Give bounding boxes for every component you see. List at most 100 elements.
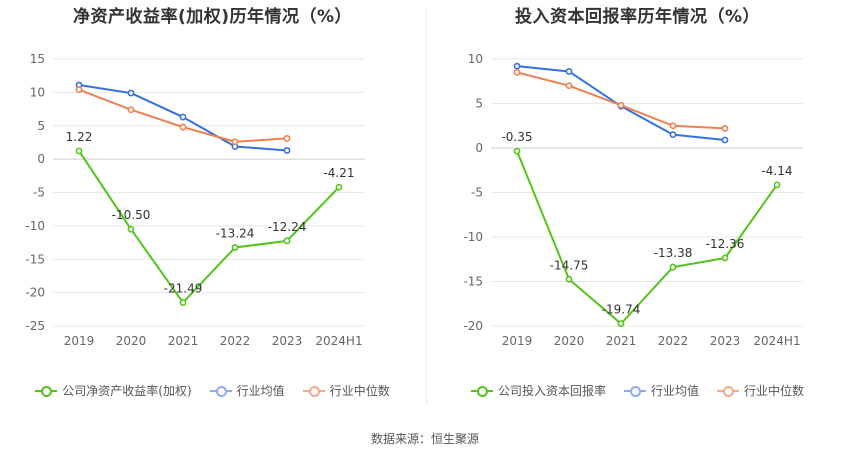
legend-item-industry-avg[interactable]: 行业均值 <box>209 382 285 399</box>
y-tick-label: 5 <box>475 97 483 111</box>
x-tick-label: 2019 <box>64 334 95 348</box>
data-point <box>179 123 187 131</box>
data-label: -12.24 <box>268 220 307 234</box>
legend-item-industry-median[interactable]: 行业中位数 <box>717 382 804 399</box>
legend-line-icon <box>623 385 646 397</box>
data-point <box>721 254 729 262</box>
data-point <box>127 106 135 114</box>
data-point <box>669 263 677 271</box>
legend-line-icon <box>35 385 58 397</box>
y-tick-label: -5 <box>471 186 483 200</box>
data-point <box>721 125 729 132</box>
legend-label: 行业均值 <box>236 384 285 398</box>
data-point <box>335 183 343 191</box>
data-label: -13.38 <box>654 246 693 260</box>
data-point <box>513 147 521 155</box>
x-tick-label: 2020 <box>116 334 147 348</box>
data-label: -13.24 <box>216 227 255 241</box>
data-point <box>513 68 521 76</box>
x-tick-label: 2019 <box>502 334 533 348</box>
data-point <box>283 135 291 142</box>
data-point <box>75 147 83 155</box>
x-tick-label: 2023 <box>710 334 741 348</box>
series-line <box>78 150 340 304</box>
data-point <box>565 68 573 75</box>
y-tick-label: 15 <box>30 52 45 66</box>
data-point <box>179 113 187 121</box>
data-point <box>721 136 729 144</box>
legend-item-industry-median[interactable]: 行业中位数 <box>302 382 390 399</box>
data-label: -4.21 <box>323 166 354 180</box>
y-tick-label: -15 <box>463 275 483 289</box>
data-point <box>283 237 291 245</box>
data-point <box>617 320 625 328</box>
data-label: 1.22 <box>66 130 93 144</box>
y-tick-label: -20 <box>25 286 45 300</box>
data-point <box>565 82 573 90</box>
x-tick-label: 2024H1 <box>753 334 800 348</box>
legend-line-icon <box>209 385 232 397</box>
data-point <box>773 181 781 189</box>
chart-title: 投入资本回报率历年情况（%） <box>514 7 761 27</box>
chart-legend: 公司投入资本回报率 行业均值 行业中位数 <box>425 382 850 399</box>
y-tick-label: 10 <box>468 52 483 66</box>
data-point <box>127 89 135 97</box>
data-label: -19.74 <box>602 303 641 317</box>
legend-line-icon <box>470 385 493 397</box>
x-tick-label: 2024H1 <box>315 334 362 348</box>
roe-line-chart: 15 10 5 0 -5 -10 -15 -20 -25 2019 2020 2021 2022 2023… <box>25 52 365 348</box>
y-tick-label: 5 <box>37 119 45 133</box>
legend-label: 公司投入资本回报率 <box>497 384 606 398</box>
y-tick-label: 0 <box>37 152 45 166</box>
data-point <box>283 147 291 154</box>
legend-item-company[interactable]: 公司净资产收益率(加权) <box>35 382 192 399</box>
y-tick-label: -25 <box>25 319 45 333</box>
legend-item-industry-avg[interactable]: 行业均值 <box>623 382 699 399</box>
y-tick-label: -5 <box>33 186 45 200</box>
data-point <box>231 138 239 146</box>
y-tick-label: -15 <box>25 252 45 266</box>
series-line <box>516 150 778 325</box>
data-point <box>231 244 239 251</box>
data-label: -10.50 <box>112 208 151 222</box>
legend-label: 行业中位数 <box>744 384 805 398</box>
legend-item-company[interactable]: 公司投入资本回报率 <box>470 382 606 399</box>
chart-title: 净资产收益率(加权)历年情况（%） <box>72 7 353 27</box>
data-label: -0.35 <box>501 130 532 144</box>
data-point <box>669 131 677 139</box>
data-label: -12.36 <box>706 237 745 251</box>
legend-label: 公司净资产收益率(加权) <box>62 384 192 398</box>
panel-divider <box>426 10 427 405</box>
data-point <box>617 101 625 109</box>
y-tick-label: -20 <box>463 319 483 333</box>
data-source-note: 数据来源：恒生聚源 <box>370 432 479 446</box>
y-tick-label: 0 <box>475 141 483 155</box>
data-point <box>75 86 83 94</box>
data-point <box>565 275 573 283</box>
legend-label: 行业中位数 <box>329 384 390 398</box>
data-label: -21.49 <box>164 282 203 296</box>
data-point <box>179 299 187 306</box>
x-tick-label: 2021 <box>606 334 637 348</box>
series-line <box>516 71 726 130</box>
legend-line-icon <box>302 385 325 397</box>
x-tick-label: 2021 <box>168 334 199 348</box>
legend-label: 行业均值 <box>650 384 699 398</box>
roic-line-chart: 10 5 0 -5 -10 -15 -20 2019 2020 2021 2022 2023 2024H… <box>463 52 803 348</box>
y-tick-label: -10 <box>25 219 45 233</box>
legend-line-icon <box>717 385 739 397</box>
x-tick-label: 2020 <box>554 334 585 348</box>
chart-panel-roe: 净资产收益率(加权)历年情况（%） 15 10 5 0 -5 -10 -15 -20 -25 20… <box>0 0 425 410</box>
y-tick-label: 10 <box>30 85 45 99</box>
chart-legend: 公司净资产收益率(加权) 行业均值 行业中位数 <box>0 382 425 399</box>
data-label: -4.14 <box>761 164 792 178</box>
data-label: -14.75 <box>550 258 589 272</box>
x-tick-label: 2023 <box>272 334 303 348</box>
y-tick-label: -10 <box>463 230 483 244</box>
x-tick-label: 2022 <box>658 334 689 348</box>
data-point <box>127 225 135 233</box>
chart-panel-roic: 投入资本回报率历年情况（%） 10 5 0 -5 -10 -15 -20 2019 2020 20… <box>425 0 850 410</box>
data-point <box>513 62 521 70</box>
data-point <box>669 122 677 130</box>
x-tick-label: 2022 <box>220 334 251 348</box>
